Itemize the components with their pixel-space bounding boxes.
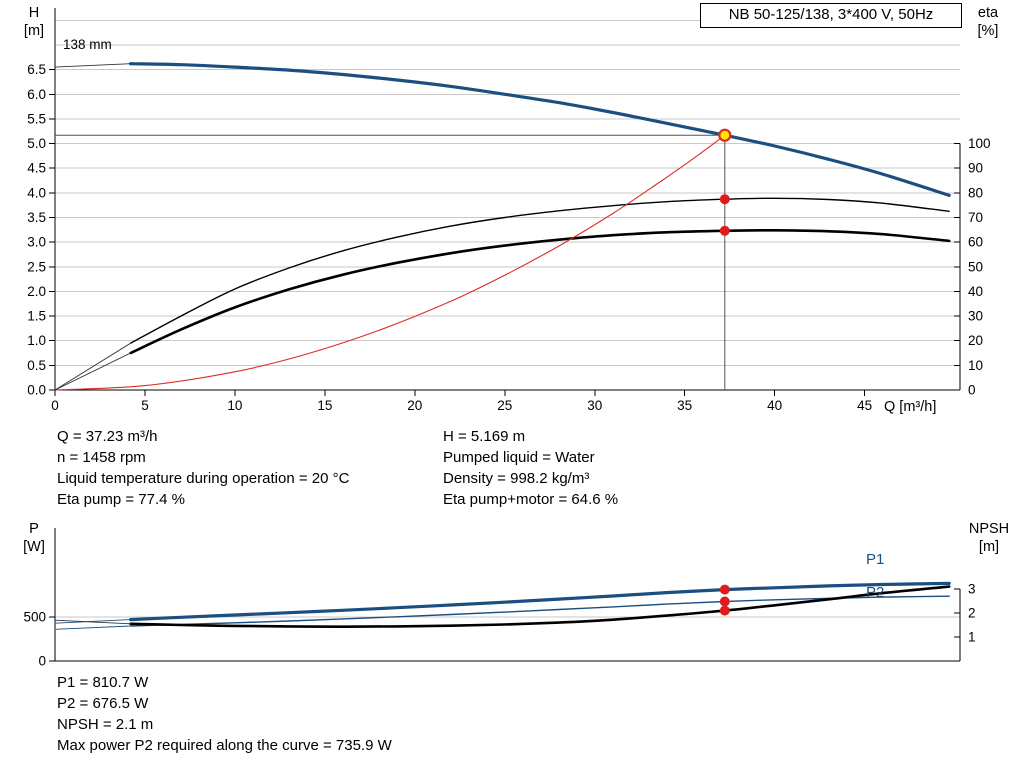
tick-label: 500: [23, 610, 46, 625]
tick-label: 90: [968, 161, 983, 176]
npsh-axis-title-line1: NPSH: [968, 521, 1010, 537]
tick-label: 6.0: [27, 87, 46, 102]
impeller-diameter-label: 138 mm: [63, 37, 112, 52]
tick-label: 80: [968, 185, 983, 200]
p1-result: P1 = 810.7 W: [57, 674, 149, 691]
h-axis-title-line2: [m]: [23, 23, 45, 39]
tick-label: 4.0: [27, 185, 46, 200]
tick-label: 2.0: [27, 284, 46, 299]
tick-label: 5.5: [27, 111, 46, 126]
eta-pump-motor-duty-dot: [719, 225, 730, 236]
results-block: P1 = 810.7 W P2 = 676.5 W NPSH = 2.1 m M…: [57, 672, 392, 756]
npsh-duty-dot: [719, 605, 730, 616]
tick-label: 0: [51, 398, 59, 413]
tick-label: 3: [968, 582, 976, 597]
tick-label: 25: [497, 398, 512, 413]
p-axis-title-line1: P: [29, 521, 39, 537]
p1-curve-label: P1: [866, 551, 885, 568]
eta-pump-motor-curve: [129, 228, 951, 355]
eta-axis-title-line1: eta: [977, 5, 999, 21]
tick-label: 3.0: [27, 235, 46, 250]
operating-data-left: Q = 37.23 m³/h n = 1458 rpm Liquid tempe…: [57, 426, 349, 510]
p2-curve: [129, 595, 950, 627]
tick-label: 1.5: [27, 309, 46, 324]
p1-duty-dot: [719, 584, 730, 595]
flow-value: Q = 37.23 m³/h: [57, 428, 158, 445]
pumped-liquid-value: Pumped liquid = Water: [443, 449, 595, 466]
p1-curve: [129, 581, 951, 622]
p1-connector: [54, 619, 132, 624]
tick-label: 100: [968, 136, 991, 151]
eta-pump-motor-value: Eta pump+motor = 64.6 %: [443, 491, 619, 508]
system-curve: [54, 134, 726, 391]
density-value: Density = 998.2 kg/m³: [443, 470, 590, 487]
tick-label: 0: [968, 383, 976, 398]
p2-result: P2 = 676.5 W: [57, 695, 149, 712]
tick-label: 6.5: [27, 62, 46, 77]
tick-label: 20: [968, 333, 983, 348]
tick-label: 30: [587, 398, 602, 413]
npsh-result: NPSH = 2.1 m: [57, 716, 154, 733]
eta-pump-motor-connector: [54, 352, 132, 391]
tick-label: 4.5: [27, 161, 46, 176]
eta-pump-duty-dot: [719, 194, 730, 205]
tick-label: 1: [968, 630, 976, 645]
npsh-curve: [129, 585, 951, 628]
pump-title-box: NB 50-125/138, 3*400 V, 50Hz: [700, 3, 962, 28]
h-axis-title: H [m]: [12, 4, 56, 40]
eta-pump-curve: [129, 197, 950, 344]
p-axis-title-line2: [W]: [23, 539, 45, 555]
tick-label: 0: [38, 654, 46, 669]
tick-label: 30: [968, 309, 983, 324]
tick-label: 35: [677, 398, 692, 413]
pump-curve-138mm: [129, 62, 951, 197]
npsh-connector: [54, 619, 132, 625]
tick-label: 40: [968, 284, 983, 299]
npsh-axis-title-line2: [m]: [978, 539, 1000, 555]
tick-label: 5.0: [27, 136, 46, 151]
tick-label: 60: [968, 235, 983, 250]
eta-axis-title: eta [%]: [964, 4, 1012, 40]
p-axis-title: P [W]: [12, 520, 56, 556]
tick-label: 1.0: [27, 333, 46, 348]
max-power-result: Max power P2 required along the curve = …: [57, 737, 392, 754]
tick-label: 10: [227, 398, 242, 413]
tick-label: 5: [141, 398, 149, 413]
tick-label: 3.5: [27, 210, 46, 225]
h-axis-title-line1: H: [28, 5, 40, 21]
speed-value: n = 1458 rpm: [57, 449, 146, 466]
liquid-temperature-value: Liquid temperature during operation = 20…: [57, 470, 350, 487]
q-axis-title: Q [m³/h]: [884, 399, 937, 415]
duty-point-marker[interactable]: [718, 128, 732, 142]
tick-label: 10: [968, 358, 983, 373]
tick-label: 0.5: [27, 358, 46, 373]
tick-label: 0.0: [27, 383, 46, 398]
eta-axis-title-line2: [%]: [977, 23, 999, 39]
qh-connector: [54, 63, 132, 68]
p2-connector: [54, 625, 132, 630]
p2-curve-label: P2: [866, 584, 885, 601]
head-value: H = 5.169 m: [443, 428, 526, 445]
npsh-axis-title: NPSH [m]: [960, 520, 1018, 556]
p2-duty-dot: [719, 596, 730, 607]
tick-label: 2: [968, 606, 976, 621]
tick-label: 20: [407, 398, 422, 413]
tick-label: 40: [767, 398, 782, 413]
eta-pump-value: Eta pump = 77.4 %: [57, 491, 185, 508]
eta-pump-connector: [54, 342, 132, 391]
operating-data-right: H = 5.169 m Pumped liquid = Water Densit…: [443, 426, 618, 510]
tick-label: 50: [968, 259, 983, 274]
tick-label: 2.5: [27, 259, 46, 274]
tick-label: 45: [857, 398, 872, 413]
tick-label: 15: [317, 398, 332, 413]
tick-label: 70: [968, 210, 983, 225]
